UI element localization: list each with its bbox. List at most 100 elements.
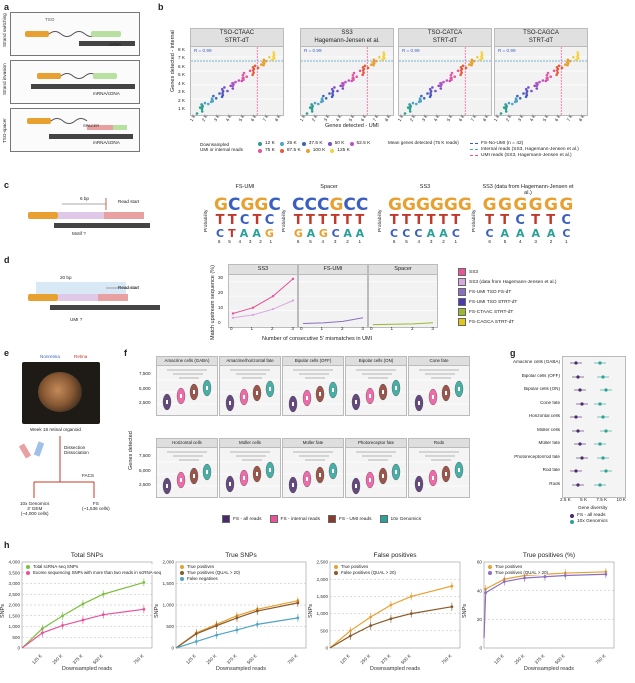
- scatter-point: [200, 110, 204, 113]
- scatter-point: [555, 73, 558, 77]
- x-tick-label: 250 K: [205, 653, 218, 666]
- series-point: [291, 277, 295, 281]
- panel-f-facet-title: Horizontal cells: [157, 439, 217, 448]
- logo-letter: A: [546, 227, 556, 240]
- x-tick-label: 0: [370, 326, 373, 331]
- scatter-point: [248, 69, 252, 73]
- logo-title: SS3 (data from Hagemann-Jensen et al.): [482, 184, 574, 197]
- position-label: 6: [296, 239, 300, 244]
- data-point: [369, 624, 373, 628]
- scatter-point: [545, 77, 548, 80]
- position-label: 4: [321, 239, 325, 244]
- scatter-point: [308, 106, 312, 109]
- scatter-point: [415, 102, 418, 106]
- series-line: [329, 585, 453, 649]
- scatter-point: [480, 55, 483, 58]
- data-point: [543, 575, 547, 579]
- scatter-point: [200, 107, 204, 111]
- scatter-point: [229, 84, 232, 88]
- scatter-point: [431, 86, 434, 89]
- scatter-point: [231, 87, 235, 90]
- panel-b-facet-title: TSO-CAGCA STRT-dT: [495, 29, 587, 47]
- scatter-point: [231, 84, 235, 88]
- x-tick-label: 375 K: [72, 653, 85, 666]
- scatter-point: [374, 59, 378, 63]
- logo-letter: A: [531, 227, 540, 240]
- violin-box: [166, 484, 168, 488]
- violin-box: [445, 472, 447, 476]
- x-tick-label: 375 K: [380, 653, 393, 666]
- logo-letter: T: [318, 213, 328, 228]
- legend-swatch: [458, 288, 466, 296]
- panel-f-legend-item: FS - internal reads: [269, 515, 320, 523]
- panel-b-legend-item: 12 K: [258, 141, 275, 146]
- chart-legend-item: True positives (QUAL > 20): [488, 570, 548, 575]
- scatter-point: [408, 103, 411, 106]
- scatter-point: [545, 74, 549, 77]
- panel-b-legend-title: Downsampled UMI or internal reads: [200, 142, 243, 152]
- scatter-point: [403, 112, 407, 115]
- y-tick-label: 1,500: [163, 581, 175, 586]
- series-line: [232, 278, 294, 314]
- x-tick-label: 1 K: [396, 113, 405, 123]
- x-tick-label: 6 K: [553, 113, 562, 123]
- y-tick-label: 7 K: [178, 55, 185, 61]
- violin-box: [269, 468, 271, 472]
- legend-label: 37.5 K: [308, 141, 323, 146]
- scatter-point: [241, 77, 244, 80]
- scatter-point: [331, 89, 335, 93]
- strand-invasion-box: Strand invasion mRNA/cDNA: [2, 60, 140, 104]
- scatter-point: [352, 71, 356, 75]
- scatter-point: [555, 66, 559, 69]
- y-tick-label: 20: [218, 290, 224, 296]
- data-point: [194, 640, 198, 643]
- panel-f-facet: Müller cells: [219, 438, 281, 498]
- mean-legend-item: Internal reads (SS3, Hagemann-Jensen et …: [470, 147, 579, 152]
- data-point: [215, 633, 219, 637]
- position-label: 2: [549, 239, 553, 244]
- scatter-point: [530, 89, 533, 93]
- panel-f-facet: Amacrine cells (GABA): [156, 356, 218, 416]
- logo-letter: C: [390, 227, 399, 240]
- panel-d-facet-plot: [299, 281, 367, 325]
- scatter-point: [322, 94, 325, 98]
- data-point: [369, 615, 373, 619]
- logo-letter: A: [252, 227, 261, 240]
- line-chart: 0 20 40 60 125 K 250 K 375 K 500 K 750 K Downsamp…: [477, 560, 615, 672]
- scatter-point: [272, 55, 275, 58]
- data-point: [348, 629, 352, 633]
- x-tick-label: 125 K: [185, 653, 198, 666]
- violin-box: [395, 470, 397, 474]
- panel-d-yticks: 0 10 20 30: [218, 275, 224, 326]
- panel-f-facet-title: Amacrine/horizontal fate: [220, 357, 280, 366]
- panel-g-row-label: Amacrine cells (GABA): [513, 360, 560, 364]
- panel-f-facet-title: Müller fate: [283, 439, 343, 448]
- scatter-point: [552, 69, 556, 73]
- x-tick-label: 6 K: [457, 113, 466, 123]
- scatter-point: [511, 102, 514, 106]
- panel-f-violin-plot: [283, 451, 343, 494]
- panel-f-violin-plot: [346, 369, 406, 411]
- logo-letter: A: [439, 227, 448, 240]
- legend-dot: [180, 564, 184, 569]
- legend-label: FS - internal reads: [280, 516, 320, 522]
- y-tick-label: 1,000: [9, 624, 21, 629]
- scatter-point: [341, 84, 345, 88]
- x-tick-label: 4 K: [335, 113, 344, 123]
- legend-dot: [330, 148, 335, 153]
- scatter-point: [575, 58, 578, 61]
- panel-b-legend-item: 87.5 K: [279, 148, 301, 153]
- scatter-point: [256, 66, 260, 70]
- median-point: [578, 442, 582, 446]
- x-tick-label: 250 K: [51, 653, 64, 666]
- legend-dot: [26, 570, 30, 575]
- violin-box: [395, 386, 397, 390]
- x-tick-label: 1 K: [298, 113, 307, 123]
